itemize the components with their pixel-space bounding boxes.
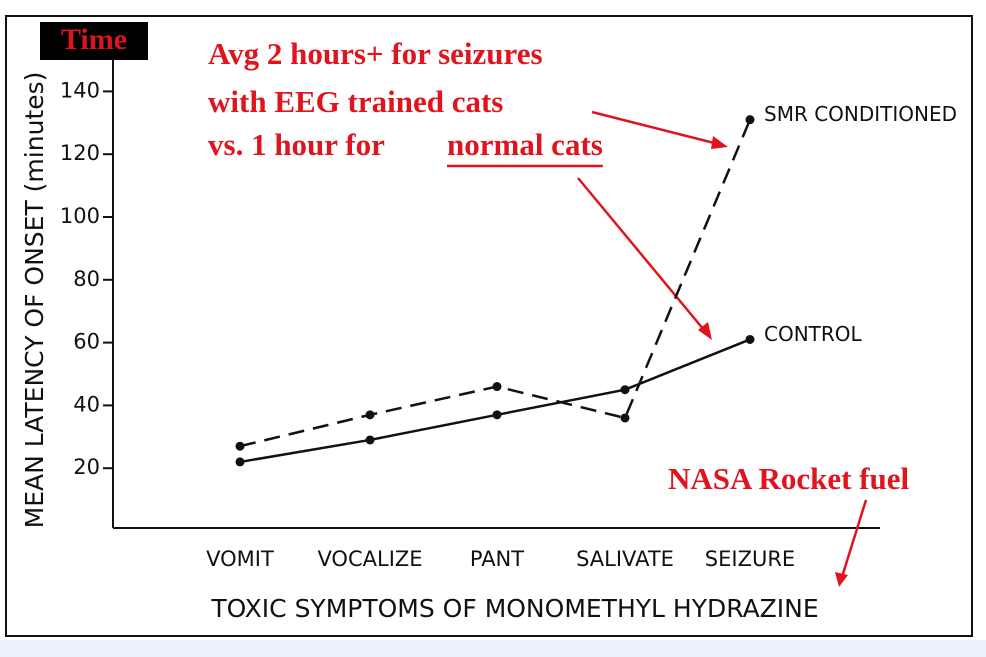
x-tick-label: SEIZURE xyxy=(705,547,795,571)
point xyxy=(620,413,630,423)
chart-title: Time xyxy=(61,23,127,56)
point xyxy=(365,410,375,420)
x-tick-label: PANT xyxy=(470,547,524,571)
annotation: Avg 2 hours+ for seizures xyxy=(208,36,543,71)
annotation: normal cats xyxy=(447,127,603,162)
annotation: with EEG trained cats xyxy=(208,84,503,119)
x-axis-label: TOXIC SYMPTOMS OF MONOMETHYL HYDRAZINE xyxy=(210,594,818,623)
point xyxy=(492,382,502,392)
title-box xyxy=(40,22,148,60)
arrow xyxy=(840,499,868,578)
x-tick-label: VOMIT xyxy=(206,547,274,571)
y-tick-label: 60 xyxy=(73,330,100,354)
arrowhead xyxy=(835,572,848,587)
point xyxy=(365,435,375,445)
annotation: NASA Rocket fuel xyxy=(668,461,909,496)
frame xyxy=(5,15,973,637)
y-tick-label: 20 xyxy=(73,455,100,479)
y-axis-label: MEAN LATENCY OF ONSET (minutes) xyxy=(20,72,49,529)
arrow xyxy=(577,177,705,331)
annotation: vs. 1 hour for xyxy=(208,127,385,162)
x-tick-label: SALIVATE xyxy=(576,547,674,571)
y-tick-label: 80 xyxy=(73,267,100,291)
y-tick-label: 120 xyxy=(60,141,100,165)
point xyxy=(492,410,502,420)
point xyxy=(745,115,755,125)
y-tick-label: 140 xyxy=(60,78,100,102)
arrow xyxy=(591,110,719,146)
series-label: SMR CONDITIONED xyxy=(764,102,957,126)
point xyxy=(235,457,245,467)
x-tick-label: VOCALIZE xyxy=(317,547,422,571)
point xyxy=(745,334,755,344)
bottom-strip xyxy=(0,640,986,657)
arrowhead xyxy=(698,322,712,340)
arrows xyxy=(577,110,868,587)
point xyxy=(235,441,245,451)
arrowhead xyxy=(711,136,728,149)
series-label: CONTROL xyxy=(764,322,863,346)
point xyxy=(620,385,630,395)
y-tick-label: 100 xyxy=(60,204,100,228)
y-tick-label: 40 xyxy=(73,392,100,416)
